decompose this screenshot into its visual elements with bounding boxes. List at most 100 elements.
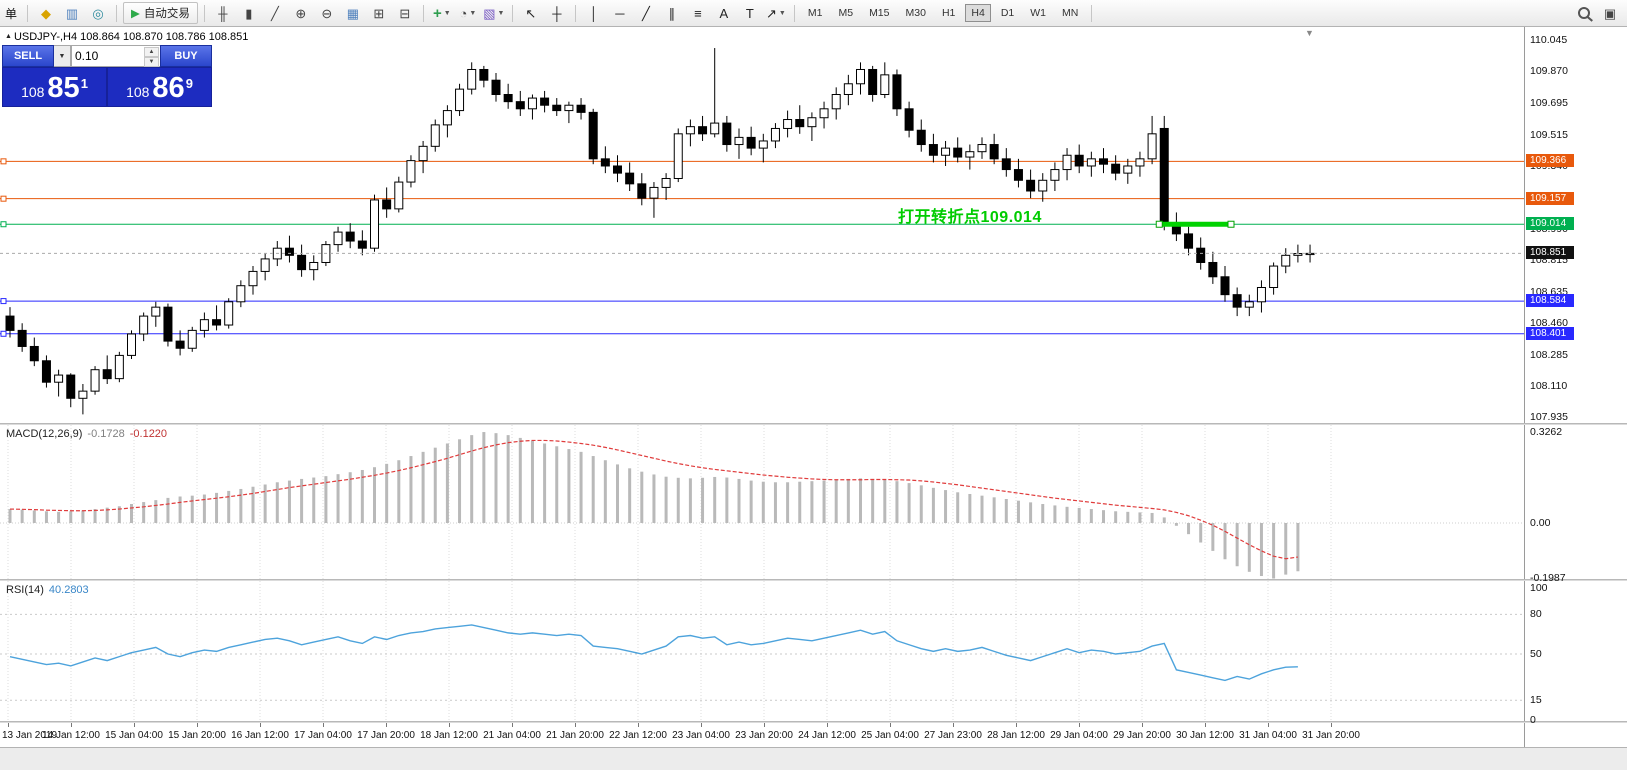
buy-button[interactable]: BUY [160,45,212,67]
label-icon[interactable]: T [745,5,754,21]
price-tag[interactable]: 109.014 [1526,217,1574,231]
candlestick-chart[interactable] [0,27,1524,423]
zoom-in-icon[interactable]: ⊕ [295,5,307,21]
segment-handle[interactable] [1155,220,1163,228]
line-chart-icon[interactable]: ╱ [270,5,279,21]
time-tick [71,723,72,727]
toolbar-separator [1091,4,1093,22]
toolbar-separator [793,4,795,22]
timeframe-M30[interactable]: M30 [905,7,926,19]
horizontal-line-icon[interactable]: ─ [615,5,625,21]
line-handle[interactable] [0,298,7,305]
price-tag[interactable]: 109.157 [1526,191,1574,205]
cursor-icon[interactable]: ↖ [525,5,537,21]
bid-price[interactable]: 108 85 1 [2,67,107,107]
line-handle[interactable] [0,330,7,337]
text-icon[interactable]: A [719,5,729,21]
time-axis-label: 13 Jan 2019 [2,730,58,741]
time-axis-label: 28 Jan 12:00 [987,730,1045,741]
timeframe-MN[interactable]: MN [1062,7,1079,19]
macd-axis: 0.3262 0.00 -0.1987 [1524,425,1627,584]
market-watch-icon[interactable]: ▥ [65,5,79,21]
trade-options-dropdown[interactable]: ▼ [54,45,71,67]
toolbar-separator [27,4,29,22]
time-tick [827,723,828,727]
grid-icon[interactable]: ▦ [346,5,360,21]
macd-chart[interactable] [0,425,1524,579]
rsi-panel[interactable]: RSI(14) 40.2803 100 80 50 15 0 [0,581,1627,726]
time-axis-label: 16 Jan 12:00 [231,730,289,741]
time-axis[interactable]: 13 Jan 2019 14 Jan 12:00 15 Jan 04:00 15 Ja… [0,723,1627,747]
time-tick [1331,723,1332,727]
time-tick [764,723,765,727]
time-axis-label: 25 Jan 04:00 [861,730,919,741]
channel-icon[interactable]: ∥ [668,5,676,21]
chart-shift-marker[interactable]: ▼ [1305,28,1314,38]
new-order-icon[interactable]: ◆ [41,5,52,21]
timeframe-M1[interactable]: M1 [807,7,823,19]
price-tag[interactable]: 108.401 [1526,326,1574,340]
volume-up-button[interactable]: ▲ [144,47,159,57]
trendline-icon[interactable]: ╱ [641,5,650,21]
arrows-icon[interactable]: ↗ ▼ [765,5,786,21]
time-axis-label: 29 Jan 04:00 [1050,730,1108,741]
indicators-icon[interactable]: + ▼ [433,4,451,22]
price-chart-panel[interactable]: ▲ USDJPY-,H4 108.864 108.870 108.786 108.… [0,27,1627,423]
panel-splitter[interactable] [0,423,1627,425]
time-tick [8,723,9,727]
segment-handle[interactable] [1227,220,1235,228]
timeframe-M5[interactable]: M5 [838,7,854,19]
data-window-icon[interactable]: ▣ [1603,5,1617,21]
price-axis-label: 109.870 [1530,65,1568,78]
volume-box: ▲ ▼ [71,45,160,67]
rsi-axis-label: 80 [1530,608,1542,621]
panel-splitter[interactable] [0,579,1627,581]
rsi-chart[interactable] [0,581,1524,721]
timeframe-D1[interactable]: D1 [1000,7,1015,19]
time-tick [1079,723,1080,727]
time-tick [323,723,324,727]
timeframe-M15[interactable]: M15 [869,7,890,19]
zoom-out-icon[interactable]: ⊖ [321,5,333,21]
line-handle[interactable] [0,158,7,165]
navigator-icon[interactable]: ◎ [92,5,104,21]
time-axis-label: 21 Jan 04:00 [483,730,541,741]
timeframe-H4[interactable]: H4 [965,4,991,22]
toolbar-separator [203,4,205,22]
crosshair-icon[interactable]: ┼ [552,5,562,21]
line-handle[interactable] [0,195,7,202]
menu-item[interactable]: 单 [5,6,18,21]
search-icon[interactable] [1572,2,1596,24]
chart-symbol-label: ▲ USDJPY-,H4 108.864 108.870 108.786 108.… [5,31,249,43]
price-axis-label: 109.515 [1530,128,1568,141]
timeframe-W1[interactable]: W1 [1030,7,1046,19]
price-tag[interactable]: 109.366 [1526,154,1574,168]
time-tick [1268,723,1269,727]
sell-button[interactable]: SELL [2,45,54,67]
ask-price[interactable]: 108 86 9 [107,67,212,107]
volume-down-button[interactable]: ▼ [144,57,159,67]
line-handle[interactable] [0,221,7,228]
rsi-axis-label: 100 [1530,582,1548,594]
templates-icon[interactable]: ▧ ▼ [483,5,505,21]
cascade-windows-icon[interactable]: ⊟ [399,5,411,21]
candlestick-icon[interactable]: ▮ [245,5,253,21]
one-click-trading-panel: SELL ▼ ▲ ▼ BUY 108 85 1 108 86 9 [2,45,212,107]
periods-icon[interactable]: ◔ ▼ [459,5,477,21]
price-axis-label: 110.045 [1530,34,1568,46]
toolbar-separator [422,4,424,22]
panel-splitter[interactable] [0,721,1627,723]
vertical-line-icon[interactable]: │ [589,5,598,21]
macd-panel[interactable]: MACD(12,26,9) -0.1728 -0.1220 0.3262 0.00 -0… [0,425,1627,584]
price-axis-label: 108.110 [1530,379,1568,392]
autotrading-button[interactable]: ▶ 自动交易 [123,2,198,24]
time-axis-label: 15 Jan 04:00 [105,730,163,741]
tile-windows-icon[interactable]: ⊞ [373,5,385,21]
price-axis[interactable]: 110.045109.870109.695109.515109.340109.1… [1524,27,1627,423]
bar-chart-icon[interactable]: ╫ [218,5,228,21]
fibonacci-icon[interactable]: ≡ [694,5,702,21]
rsi-axis-label: 15 [1530,694,1542,707]
volume-input[interactable] [72,46,144,66]
timeframe-H1[interactable]: H1 [941,7,956,19]
price-tag[interactable]: 108.584 [1526,294,1574,308]
